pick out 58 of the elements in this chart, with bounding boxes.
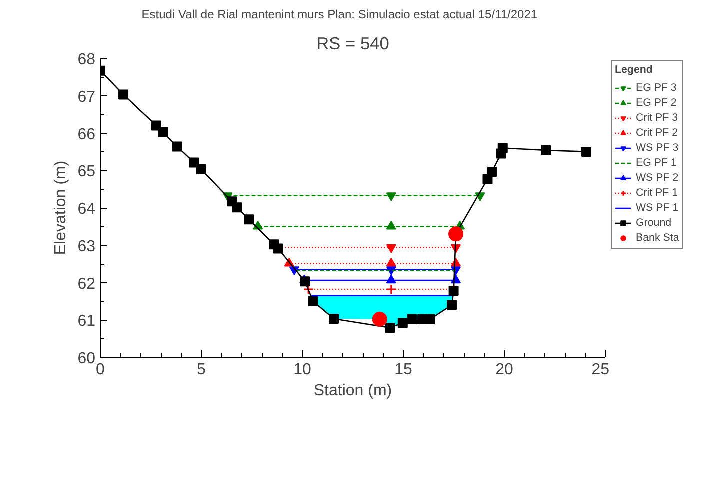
point xyxy=(300,276,310,287)
y-tick-label: 67 xyxy=(78,88,96,106)
point xyxy=(582,146,592,157)
point xyxy=(386,192,396,202)
chart-title: RS = 540 xyxy=(316,34,390,54)
point xyxy=(386,220,396,230)
point xyxy=(486,167,497,178)
legend-label: Crit PF 2 xyxy=(636,126,678,140)
x-tick-label: 15 xyxy=(394,362,412,378)
point xyxy=(446,300,457,310)
point xyxy=(386,274,396,284)
legend-label: EG PF 1 xyxy=(636,156,677,170)
point xyxy=(151,120,162,131)
legend-label: Crit PF 3 xyxy=(636,111,678,125)
x-tick-label: 0 xyxy=(96,362,106,378)
y-tick-label: 66 xyxy=(78,126,96,144)
x-tick-label: 25 xyxy=(592,362,610,378)
point xyxy=(541,145,552,156)
point xyxy=(329,314,340,324)
point xyxy=(407,314,418,324)
point xyxy=(232,202,242,213)
point xyxy=(448,226,464,242)
point xyxy=(172,142,182,152)
point xyxy=(244,214,254,225)
point xyxy=(385,322,396,333)
x-tick-label: 5 xyxy=(197,362,206,378)
point xyxy=(372,312,388,327)
legend-label: WS PF 3 xyxy=(636,141,679,155)
x-axis-title: Station (m) xyxy=(314,382,392,400)
legend-label: Ground xyxy=(636,216,672,230)
y-tick-label: 61 xyxy=(78,313,96,330)
point xyxy=(189,158,200,168)
legend-title: Legend xyxy=(615,64,654,76)
y-tick-label: 68 xyxy=(78,52,96,68)
point xyxy=(118,90,129,100)
chart-subtitle: Estudi Vall de Rial mantenint murs Plan: Simulacio estat actual 15/11/2021 xyxy=(142,8,538,22)
y-tick-label: 60 xyxy=(78,350,96,368)
legend-label: EG PF 2 xyxy=(636,96,677,110)
x-tick-label: 10 xyxy=(294,362,312,378)
legend-label: WS PF 2 xyxy=(636,171,679,185)
point xyxy=(386,284,397,295)
point xyxy=(158,128,168,138)
x-tick-label: 20 xyxy=(496,362,514,378)
point xyxy=(308,296,318,306)
y-axis-title: Elevation (m) xyxy=(52,160,70,256)
point xyxy=(498,143,508,154)
y-tick-label: 64 xyxy=(78,201,96,218)
point xyxy=(386,258,396,267)
y-tick-label: 63 xyxy=(78,238,96,256)
point xyxy=(425,314,436,324)
point xyxy=(196,164,206,175)
legend-label: Bank Sta xyxy=(636,231,680,245)
point xyxy=(398,318,408,328)
legend-label: WS PF 1 xyxy=(636,201,679,215)
legend-label: Crit PF 1 xyxy=(636,186,678,200)
legend-label: EG PF 3 xyxy=(636,81,677,95)
y-tick-label: 62 xyxy=(78,276,96,293)
y-tick-label: 65 xyxy=(78,164,96,181)
